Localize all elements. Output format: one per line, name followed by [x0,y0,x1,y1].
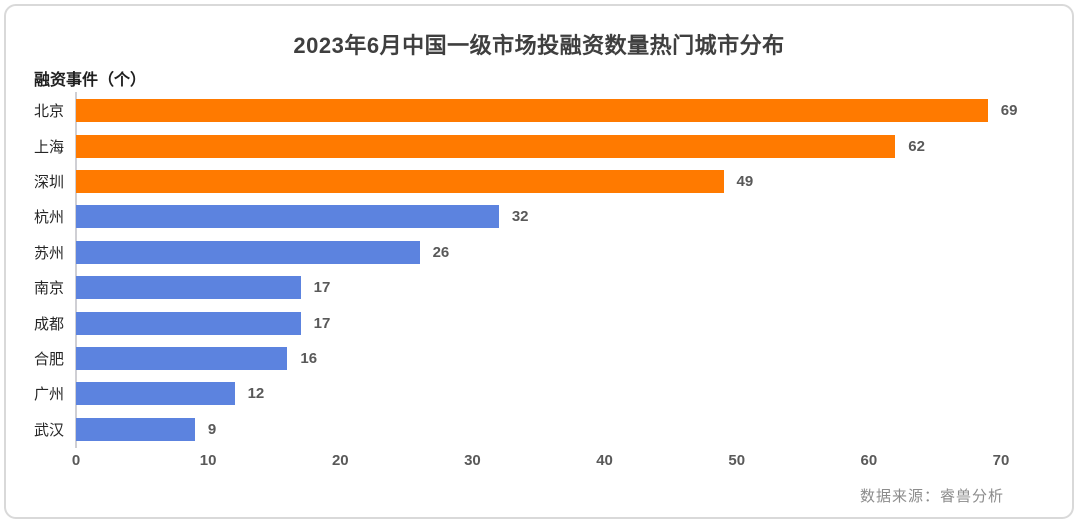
bar-row: 北京 69 [34,93,1064,128]
category-label: 广州 [34,386,65,404]
bar [76,346,288,370]
bar [76,134,896,158]
category-label: 武汉 [34,421,65,439]
y-axis-line [75,92,77,448]
bar-row: 苏州 26 [34,235,1064,270]
bar-row: 成都 17 [34,305,1064,340]
bar [76,169,724,193]
chart-title: 2023年6月中国一级市场投融资数量热门城市分布 [293,33,785,58]
category-label: 南京 [34,280,65,298]
bar-row: 合肥 16 [34,341,1064,376]
category-label: 北京 [34,103,65,121]
category-label: 杭州 [34,209,65,227]
bar-row: 杭州 32 [34,199,1064,234]
x-tick-label: 20 [331,452,349,469]
x-tick-label: 70 [992,452,1010,469]
bar [76,99,988,123]
bar [76,311,301,335]
bar-row: 南京 17 [34,270,1064,305]
value-label: 69 [1000,102,1018,120]
x-tick-label: 0 [71,452,81,469]
x-axis-ticks: 0 10 20 30 40 50 60 70 [72,452,1010,472]
plot-area: 北京 69 上海 62 深圳 49 杭州 32 苏州 26 南京 17 成都 17 合肥 16 广州 12 武汉 9 [34,93,1064,447]
value-label: 16 [300,349,318,367]
bar [76,417,195,441]
category-label: 合肥 [34,350,65,368]
category-label: 成都 [34,315,65,333]
value-label: 62 [908,137,925,155]
value-label: 26 [432,243,450,261]
x-tick-label: 10 [199,452,217,469]
x-tick-label: 40 [596,452,613,469]
category-label: 深圳 [34,173,65,191]
value-label: 17 [313,279,331,297]
bar-row: 上海 62 [34,128,1064,163]
x-tick-label: 50 [728,452,746,469]
bar [76,240,420,264]
value-label: 32 [511,208,529,226]
value-label: 12 [247,385,265,403]
bar [76,205,499,229]
y-axis-unit-label: 融资事件（个） [34,72,147,89]
x-tick-label: 60 [860,452,878,469]
value-label: 49 [736,172,754,190]
bar-row: 武汉 9 [34,412,1064,447]
value-label: 17 [313,314,331,332]
bar-row: 深圳 49 [34,164,1064,199]
category-label: 上海 [34,138,65,156]
data-source-label: 数据来源：睿兽分析 [859,488,1004,505]
bar [76,382,235,406]
x-tick-label: 30 [464,452,481,469]
value-label: 9 [207,420,217,438]
bar [76,276,301,300]
category-label: 苏州 [34,244,65,262]
bar-row: 广州 12 [34,376,1064,411]
chart-card: 2023年6月中国一级市场投融资数量热门城市分布 融资事件（个） 北京 69 上海 6… [4,4,1074,519]
